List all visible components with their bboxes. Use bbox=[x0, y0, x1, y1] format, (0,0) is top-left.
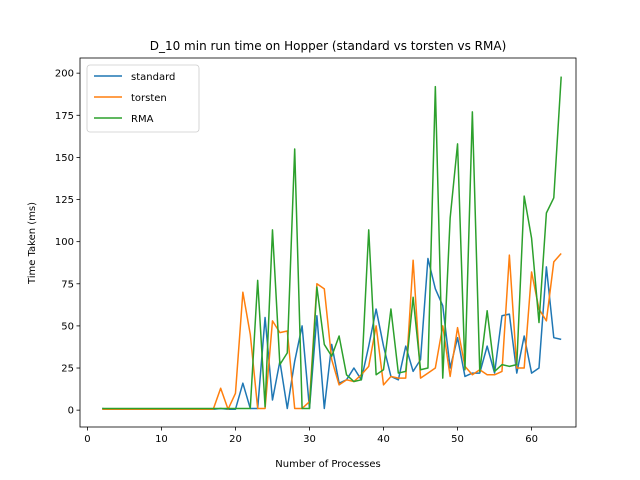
y-tick-label: 50 bbox=[61, 321, 74, 332]
x-tick-label: 20 bbox=[229, 434, 242, 445]
y-tick-label: 100 bbox=[55, 237, 74, 248]
y-tick-label: 75 bbox=[61, 279, 74, 290]
y-axis-label: Time Taken (ms) bbox=[27, 202, 38, 285]
legend-label-RMA: RMA bbox=[131, 114, 154, 125]
legend-box bbox=[86, 64, 200, 133]
legend: standard torsten RMA bbox=[86, 64, 200, 133]
plot-area bbox=[79, 57, 577, 428]
x-tick-label: 50 bbox=[451, 434, 464, 445]
plot-frame bbox=[79, 57, 577, 428]
y-tick-label: 200 bbox=[55, 69, 74, 80]
y-tick-label: 0 bbox=[68, 406, 74, 417]
y-tick-label: 150 bbox=[55, 153, 74, 164]
series-line-RMA bbox=[102, 76, 562, 410]
chart-title: D_10 min run time on Hopper (standard vs… bbox=[150, 39, 507, 53]
x-tick-label: 40 bbox=[377, 434, 390, 445]
legend-label-torsten: torsten bbox=[131, 93, 167, 104]
legend-label-standard: standard bbox=[131, 72, 175, 83]
x-axis-label: Number of Processes bbox=[275, 459, 380, 470]
y-tick-label: 125 bbox=[55, 195, 74, 206]
x-tick-label: 10 bbox=[155, 434, 168, 445]
y-axis: 0 25 50 75 100 125 150 175 200 bbox=[55, 69, 80, 417]
series-line-torsten bbox=[102, 252, 562, 411]
y-tick-label: 175 bbox=[55, 111, 74, 122]
x-axis: 0 10 20 30 40 50 60 bbox=[84, 427, 538, 445]
x-tick-label: 0 bbox=[84, 434, 90, 445]
x-tick-label: 30 bbox=[303, 434, 316, 445]
y-tick-label: 25 bbox=[61, 364, 74, 375]
x-tick-label: 60 bbox=[525, 434, 538, 445]
